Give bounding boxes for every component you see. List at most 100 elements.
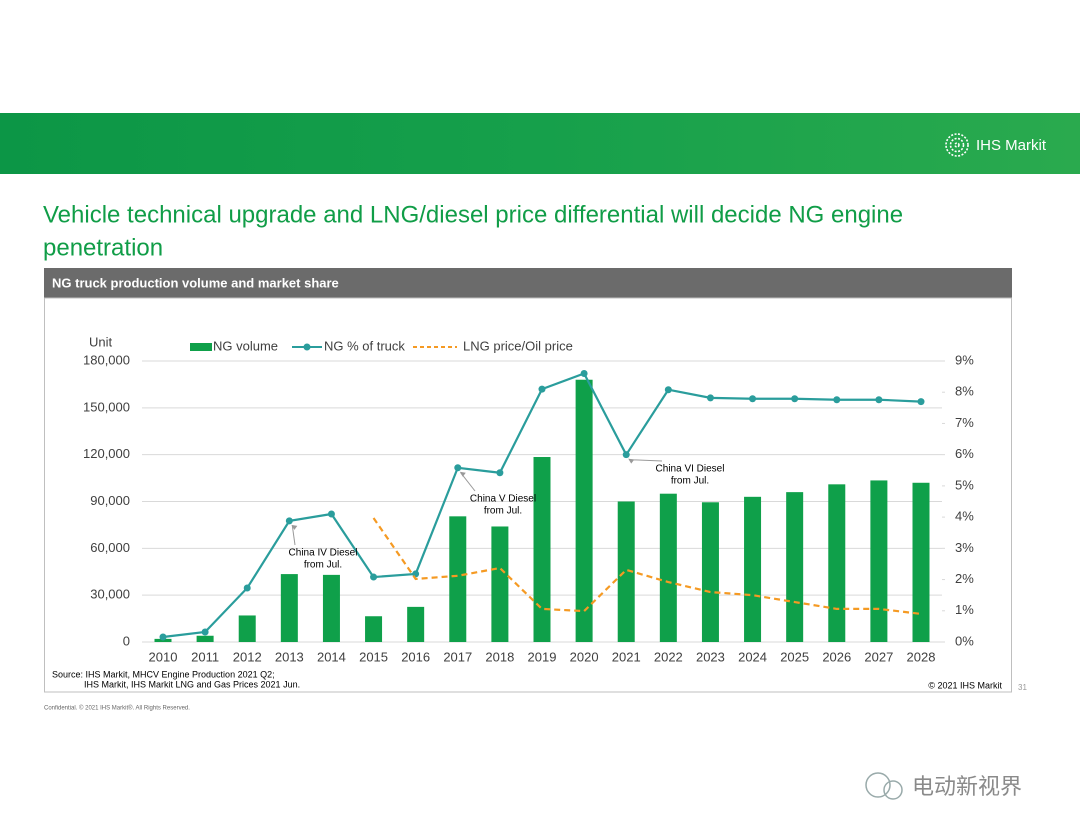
annotation: China V Diesel [470,494,536,505]
line-marker [201,628,209,636]
annotation-arrow [291,525,296,546]
bar [701,502,719,642]
legend-label: NG % of truck [324,338,405,353]
bar [280,574,298,642]
y-tick-label: 180,000 [83,352,130,367]
bar [912,482,930,642]
line-marker [370,573,378,581]
annotation: from Jul. [304,560,342,571]
bar [322,574,340,642]
legend-marker [303,343,311,351]
confidential: Confidential. © 2021 IHS Markit®. All Ri… [44,705,190,712]
line-marker [538,385,546,393]
annotation-arrowhead [628,458,635,464]
x-tick-label: 2015 [359,649,388,664]
x-tick-label: 2016 [401,649,430,664]
source: Source: IHS Markit, MHCV Engine Producti… [52,669,275,679]
x-tick-label: 2017 [443,649,472,664]
bar [449,516,467,642]
y2-tick-label: 0% [955,633,974,648]
x-tick-label: 2013 [275,649,304,664]
y2-tick-label: 9% [955,352,974,367]
line [372,517,922,615]
line-marker [917,398,925,406]
source: IHS Markit, IHS Markit LNG and Gas Price… [84,679,300,689]
x-tick-label: 2014 [317,649,346,664]
y2-tick-label: 5% [955,477,974,492]
y2-tick-label: 7% [955,415,974,430]
x-tick-label: 2012 [233,649,262,664]
bar [238,615,256,642]
bar [196,635,214,642]
bar [870,480,888,642]
x-tick-label: 2018 [485,649,514,664]
page-number: 31 [1018,683,1027,692]
y2-tick-label: 8% [955,384,974,399]
y-tick-label: 0 [123,633,130,648]
bar [786,492,804,642]
line-marker [159,633,167,641]
x-tick-label: 2022 [654,649,683,664]
line-marker [285,517,293,525]
y2-tick-label: 6% [955,446,974,461]
y2-tick-label: 1% [955,602,974,617]
bar [659,493,677,642]
line-marker [327,510,335,518]
x-tick-label: 2021 [612,649,641,664]
y-tick-label: 30,000 [90,587,130,602]
watermark: 电动新视界 [912,774,1022,799]
chart-frame [44,297,1012,693]
y-axis-label: Unit [89,334,113,349]
x-tick-label: 2020 [570,649,599,664]
line-marker [622,451,630,459]
copyright: © 2021 IHS Markit [928,680,1002,690]
y-tick-label: 90,000 [90,493,130,508]
header-band [0,113,1080,174]
line-marker [706,394,714,402]
annotation: from Jul. [484,506,522,517]
bar [828,484,846,642]
annotation: China IV Diesel [289,548,358,559]
annotation: China VI Diesel [656,464,725,475]
legend-label: LNG price/Oil price [463,338,573,353]
x-tick-label: 2010 [149,649,178,664]
slide-title: penetration [43,234,163,261]
annotation-arrowhead [291,524,298,530]
legend-label: NG volume [213,338,278,353]
x-tick-label: 2028 [907,649,936,664]
line-marker [243,584,251,592]
line-marker [664,386,672,394]
x-tick-label: 2023 [696,649,725,664]
bar [744,496,762,642]
y-tick-label: 60,000 [90,540,130,555]
line-marker [580,369,588,377]
x-tick-label: 2011 [191,649,219,664]
legend-swatch [190,343,212,351]
bar [365,616,383,642]
bar [533,457,551,642]
bar [491,526,509,642]
chart-header [44,268,1012,298]
y2-tick-label: 4% [955,509,974,524]
bar [407,606,425,642]
line-marker [454,464,462,472]
x-tick-label: 2024 [738,649,767,664]
annotation-arrow [629,459,663,462]
x-tick-label: 2027 [864,649,893,664]
watermark-icon [865,772,903,800]
slide-title: Vehicle technical upgrade and LNG/diesel… [43,201,903,228]
y-tick-label: 150,000 [83,399,130,414]
x-tick-label: 2026 [822,649,851,664]
logo-text: IHS Markit [976,137,1047,154]
annotation: from Jul. [671,476,709,487]
line-marker [875,396,883,404]
chart-title: NG truck production volume and market sh… [52,275,339,290]
y-tick-label: 120,000 [83,446,130,461]
logo-icon [945,133,969,157]
y2-tick-label: 2% [955,571,974,586]
line-marker [749,395,757,403]
line-marker [496,469,504,477]
line-marker [833,396,841,404]
bar [617,501,635,642]
